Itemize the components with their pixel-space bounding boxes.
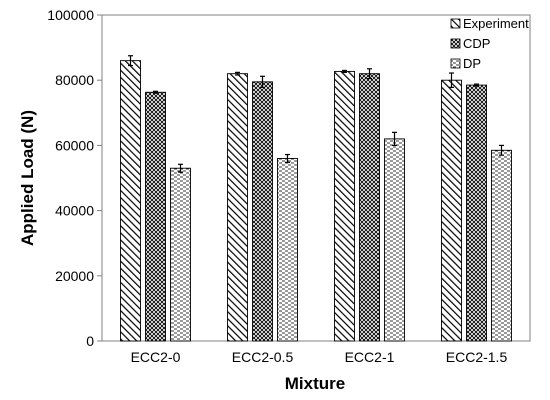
error-bars [128, 55, 504, 173]
bar [145, 91, 166, 342]
y-axis-ticks: 0 20000 40000 60000 80000 100000 [47, 7, 102, 349]
legend-swatch [450, 38, 461, 49]
plot-frame [101, 14, 531, 342]
legend-swatch [450, 58, 461, 69]
x-tick-label: ECC2-0.5 [232, 349, 294, 365]
legend: Experiment CDP DP [450, 16, 529, 71]
bar [384, 138, 405, 342]
legend-swatch [450, 18, 461, 29]
y-tick-label: 100000 [47, 7, 94, 23]
legend-label: CDP [463, 36, 490, 51]
bar [252, 81, 273, 342]
bar [491, 149, 512, 342]
x-tick-label: ECC2-0 [131, 349, 181, 365]
x-tick-label: ECC2-1.5 [446, 349, 508, 365]
y-tick-label: 60000 [55, 137, 94, 153]
y-tick-label: 20000 [55, 268, 94, 284]
y-tick-label: 80000 [55, 72, 94, 88]
bar [277, 157, 298, 342]
y-tick-label: 40000 [55, 203, 94, 219]
plot-area [101, 14, 531, 342]
x-axis-title: Mixture [285, 374, 345, 393]
legend-label: DP [463, 56, 481, 71]
bars [120, 60, 512, 342]
legend-label: Experiment [463, 16, 529, 31]
bar [120, 60, 141, 342]
bar [466, 84, 487, 342]
bar [334, 70, 355, 342]
bar [441, 79, 462, 342]
x-tick-label: ECC2-1 [345, 349, 395, 365]
bar [359, 73, 380, 342]
bar [227, 73, 248, 342]
y-axis-title: Applied Load (N) [18, 110, 37, 246]
x-axis-ticks: ECC2-0 ECC2-0.5 ECC2-1 ECC2-1.5 [131, 349, 508, 365]
bar [170, 167, 191, 342]
y-tick-label: 0 [86, 333, 94, 349]
